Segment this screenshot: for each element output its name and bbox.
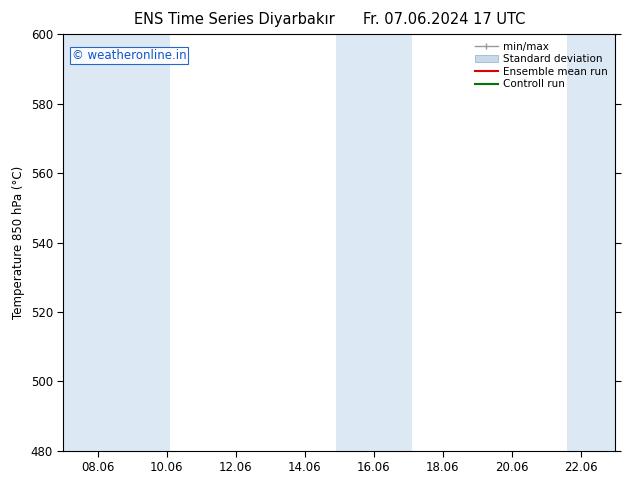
- Bar: [63, 34, 171, 451]
- Legend: min/max, Standard deviation, Ensemble mean run, Controll run: min/max, Standard deviation, Ensemble me…: [473, 40, 610, 92]
- Y-axis label: Temperature 850 hPa (°C): Temperature 850 hPa (°C): [12, 166, 25, 319]
- Bar: [336, 34, 411, 451]
- Text: ENS Time Series Diyarbakır: ENS Time Series Diyarbakır: [134, 12, 335, 27]
- Text: © weatheronline.in: © weatheronline.in: [72, 49, 186, 62]
- Bar: [567, 34, 615, 451]
- Text: Fr. 07.06.2024 17 UTC: Fr. 07.06.2024 17 UTC: [363, 12, 525, 27]
